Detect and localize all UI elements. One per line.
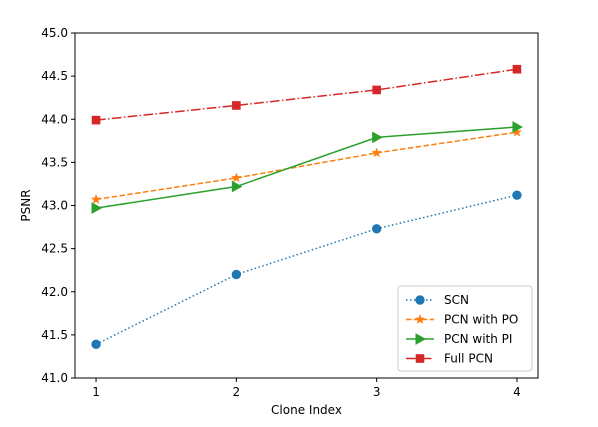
x-tick-label: 3 (373, 385, 381, 399)
y-tick-label: 45.0 (41, 26, 68, 40)
series-scn (91, 190, 522, 350)
x-tick-label: 2 (233, 385, 241, 399)
legend-item: SCN (406, 293, 469, 307)
legend-marker (414, 313, 426, 324)
y-axis-label: PSNR (19, 189, 33, 221)
y-tick-label: 43.0 (41, 199, 68, 213)
series-pcn-with-pi (91, 121, 523, 214)
legend-label: PCN with PI (444, 332, 512, 346)
legend-marker (415, 354, 425, 363)
series-line (95, 68, 518, 121)
x-tick-label: 1 (92, 385, 100, 399)
y-tick-label: 43.5 (41, 155, 68, 169)
y-axis: 41.0 41.5 42.0 42.5 43.0 43.5 44.0 44.5 45.0 (41, 26, 75, 385)
y-tick-label: 44.0 (41, 112, 68, 126)
legend: SCN PCN with PO PCN with PI Full PCN (397, 285, 533, 372)
data-point (232, 101, 241, 110)
data-point (231, 172, 242, 183)
series-full-pcn (91, 64, 522, 125)
legend-item: Full PCN (406, 352, 493, 366)
y-tick-label: 42.0 (41, 285, 68, 299)
legend-label: Full PCN (444, 352, 493, 366)
data-point (231, 180, 243, 193)
data-point (371, 224, 382, 234)
series-line (95, 131, 518, 201)
data-point (91, 339, 101, 350)
data-point (91, 202, 103, 214)
y-tick-label: 42.5 (41, 242, 68, 256)
y-tick-label: 44.5 (41, 69, 68, 83)
x-axis-label: Clone Index (271, 403, 342, 417)
data-point (372, 85, 381, 95)
x-tick-label: 4 (513, 385, 521, 399)
legend-box (397, 285, 533, 372)
series-line (95, 194, 518, 346)
x-axis: 1 2 3 4 (92, 378, 521, 399)
legend-label: SCN (444, 293, 469, 307)
data-point (371, 147, 382, 158)
data-point (231, 269, 242, 280)
data-point (512, 190, 522, 200)
y-tick-label: 41.5 (41, 328, 68, 342)
legend-label: PCN with PO (444, 313, 518, 327)
series-line (95, 126, 518, 209)
legend-marker (415, 295, 425, 305)
series-layer (90, 64, 523, 350)
data-point (90, 193, 102, 204)
data-point (91, 115, 101, 125)
y-tick-label: 41.0 (41, 371, 68, 385)
data-point (372, 131, 383, 144)
series-pcn-with-po (90, 126, 523, 204)
data-point (512, 121, 523, 133)
data-point (512, 64, 522, 74)
legend-item: PCN with PO (406, 313, 518, 327)
legend-marker (415, 333, 427, 345)
legend-item: PCN with PI (406, 332, 512, 346)
